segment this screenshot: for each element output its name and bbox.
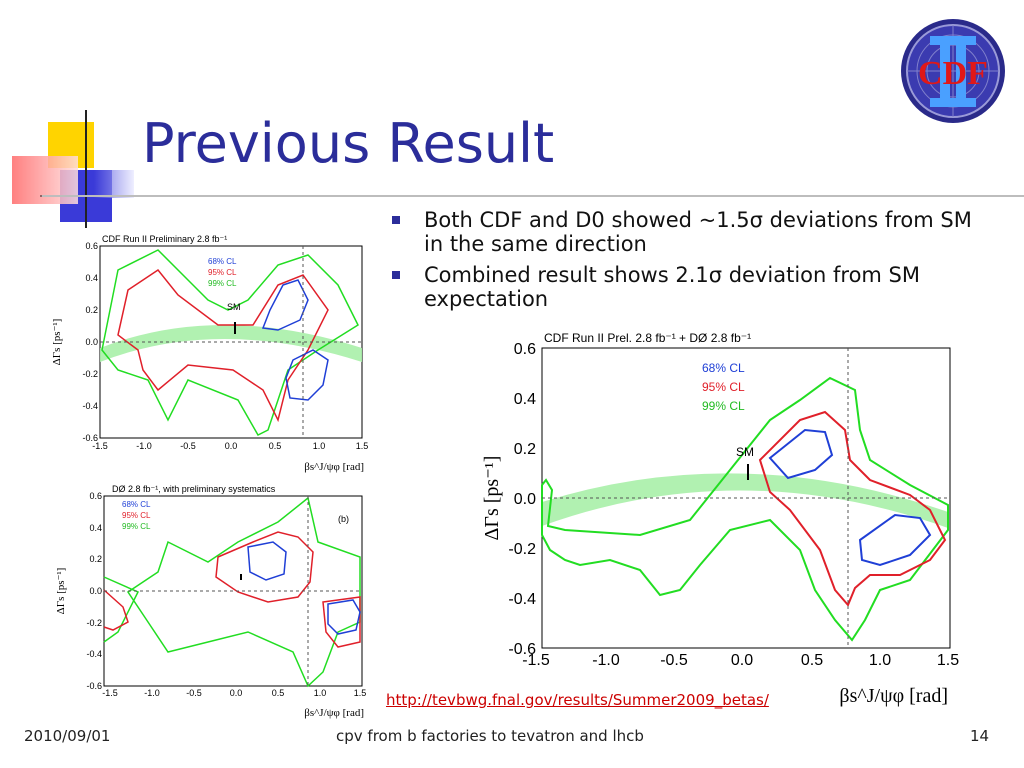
sm-annotation: SM [736,445,754,459]
svg-text:0.4: 0.4 [89,523,102,533]
chart-title: CDF Run II Prel. 2.8 fb⁻¹ + DØ 2.8 fb⁻¹ [544,331,751,345]
svg-text:-1.0: -1.0 [144,688,160,698]
svg-text:-0.5: -0.5 [186,688,202,698]
svg-text:0.0: 0.0 [514,491,536,508]
y-axis-label: ΔΓs [ps⁻¹] [51,319,63,366]
y-axis-label: ΔΓs [ps⁻¹] [481,456,503,541]
legend-99: 99% CL [702,399,745,413]
svg-text:0.0: 0.0 [85,337,98,347]
bullet-list: Both CDF and D0 showed ~1.5σ deviations … [390,208,990,318]
title-divider [42,195,1024,197]
svg-text:-0.6: -0.6 [508,641,536,658]
svg-text:1.0: 1.0 [314,688,327,698]
svg-text:0.6: 0.6 [514,341,536,358]
chart-combined: CDF Run II Prel. 2.8 fb⁻¹ + DØ 2.8 fb⁻¹ … [481,331,959,707]
svg-text:-1.0: -1.0 [136,441,152,451]
svg-text:0.0: 0.0 [225,441,238,451]
svg-text:0.4: 0.4 [514,391,536,408]
svg-text:1.5: 1.5 [937,652,959,669]
legend-68: 68% CL [208,257,237,266]
chart-title: DØ 2.8 fb⁻¹, with preliminary systematic… [112,484,276,494]
svg-text:0.5: 0.5 [269,441,282,451]
svg-text:0.6: 0.6 [89,491,102,501]
legend-95: 95% CL [208,268,237,277]
svg-text:-1.5: -1.5 [102,688,118,698]
legend-68: 68% CL [122,500,151,509]
svg-text:-0.6: -0.6 [86,681,102,691]
bullet-item: Combined result shows 2.1σ deviation fro… [390,263,990,311]
logo-text: CDF [918,55,988,92]
svg-text:-0.2: -0.2 [82,369,98,379]
svg-text:1.5: 1.5 [354,688,367,698]
svg-text:-0.4: -0.4 [82,401,98,411]
svg-text:0.2: 0.2 [85,305,98,315]
svg-text:-1.0: -1.0 [592,652,620,669]
svg-text:-1.5: -1.5 [92,441,108,451]
x-axis-label: βs^J/ψφ [rad] [839,685,948,707]
svg-text:0.0: 0.0 [230,688,243,698]
cdf-logo: CDF [901,19,1005,123]
y-axis-label: ΔΓs [ps⁻¹] [55,568,67,615]
chart-d0: DØ 2.8 fb⁻¹, with preliminary systematic… [55,484,367,719]
svg-text:0.2: 0.2 [89,554,102,564]
svg-text:0.2: 0.2 [514,441,536,458]
svg-text:-0.5: -0.5 [180,441,196,451]
svg-text:0.0: 0.0 [89,586,102,596]
svg-text:1.0: 1.0 [313,441,326,451]
slide-title: Previous Result [142,112,555,175]
svg-text:0.4: 0.4 [85,273,98,283]
svg-text:0.6: 0.6 [85,241,98,251]
sm-annotation: SM [227,302,241,312]
footer-date: 2010/09/01 [24,727,111,745]
footer-title: cpv from b factories to tevatron and lhc… [336,727,644,745]
svg-text:-0.2: -0.2 [86,618,102,628]
x-axis-label: βs^J/ψφ [rad] [304,707,364,719]
legend-68: 68% CL [702,361,745,375]
x-axis-label: βs^J/ψφ [rad] [304,461,364,473]
results-link[interactable]: http://tevbwg.fnal.gov/results/Summer200… [386,691,769,709]
svg-text:1.0: 1.0 [869,652,891,669]
svg-text:-0.2: -0.2 [508,541,536,558]
svg-text:-1.5: -1.5 [522,652,550,669]
chart-title: CDF Run II Preliminary 2.8 fb⁻¹ [102,234,227,244]
footer-page-number: 14 [970,727,990,745]
svg-text:-0.4: -0.4 [508,591,536,608]
legend-99: 99% CL [122,522,151,531]
legend-95: 95% CL [702,380,745,394]
svg-text:-0.5: -0.5 [660,652,688,669]
svg-text:0.5: 0.5 [272,688,285,698]
legend-95: 95% CL [122,511,151,520]
chart-cdf: CDF Run II Preliminary 2.8 fb⁻¹ SM 68% C… [51,234,369,473]
svg-text:0.5: 0.5 [801,652,823,669]
svg-text:0.0: 0.0 [731,652,753,669]
bullet-square-icon [392,271,400,279]
bullet-square-icon [392,216,400,224]
svg-text:-0.6: -0.6 [82,433,98,443]
bullet-item: Both CDF and D0 showed ~1.5σ deviations … [390,208,990,256]
corner-decoration [12,110,140,228]
svg-text:1.5: 1.5 [356,441,369,451]
svg-text:-0.4: -0.4 [86,649,102,659]
panel-label: (b) [338,514,349,524]
legend-99: 99% CL [208,279,237,288]
